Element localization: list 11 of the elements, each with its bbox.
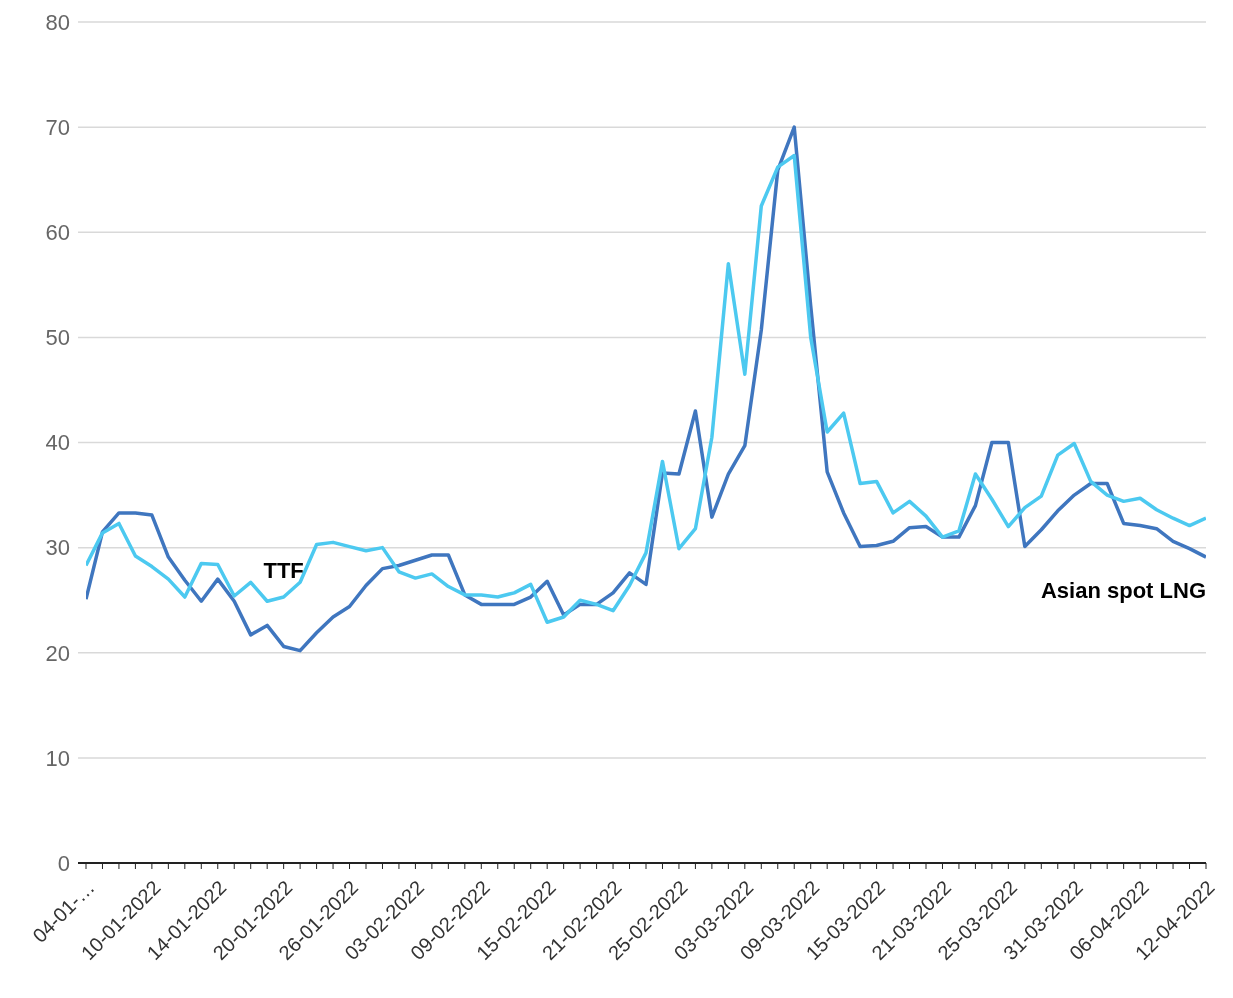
y-tick-label: 80 <box>45 9 70 35</box>
y-tick-label: 30 <box>45 535 70 561</box>
y-tick-label: 40 <box>45 430 70 456</box>
y-tick-label: 20 <box>45 640 70 666</box>
y-tick-label: 0 <box>57 850 70 876</box>
y-tick-label: 60 <box>45 220 70 246</box>
y-tick-label: 70 <box>45 114 70 140</box>
y-tick-label: 50 <box>45 325 70 351</box>
series-label: Asian spot LNG <box>1040 578 1206 605</box>
series-label: TTF <box>263 558 304 585</box>
y-tick-label: 10 <box>45 745 70 771</box>
